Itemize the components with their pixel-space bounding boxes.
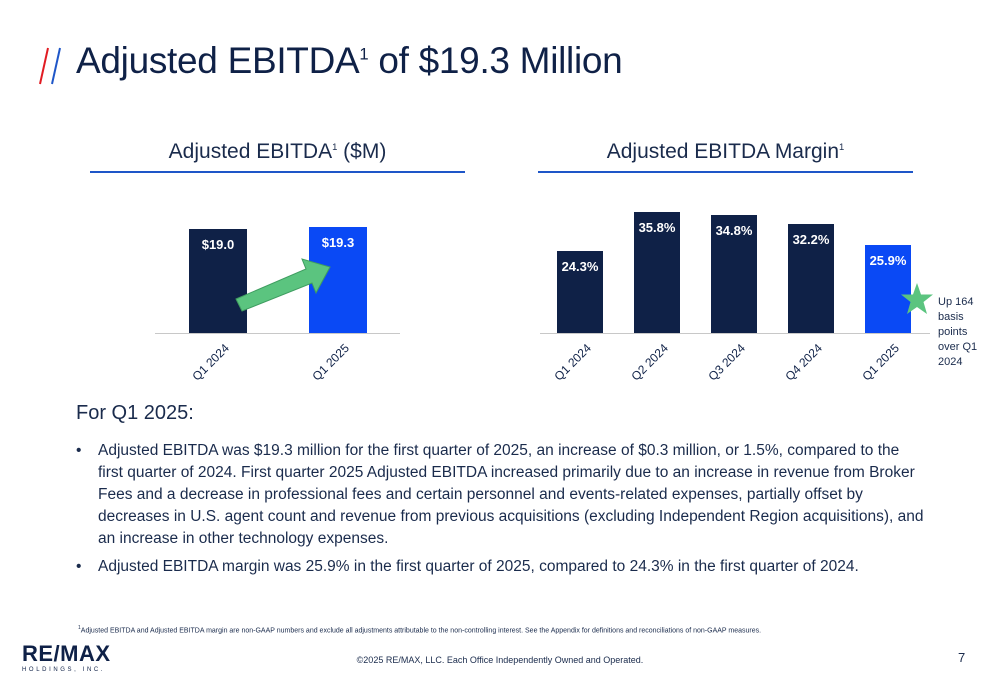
- remax-logo: RE/MAX HOLDINGS, INC.: [22, 641, 111, 674]
- bullet-item: • Adjusted EBITDA was $19.3 million for t…: [76, 442, 924, 547]
- x-tick-label: Q1 2025: [859, 341, 902, 384]
- bullet-item: • Adjusted EBITDA margin was 25.9% in the…: [76, 556, 926, 578]
- page-number: 7: [958, 650, 966, 665]
- up-arrow-icon: [235, 258, 331, 312]
- bullet-marker: •: [76, 558, 82, 575]
- chart2-title: Adjusted EBITDA Margin1: [606, 140, 845, 163]
- x-tick-label: Q1 2025: [309, 341, 352, 384]
- data-label: 34.8%: [715, 223, 753, 239]
- slash-logo-icon: [39, 47, 61, 85]
- copyright-text: ©2025 RE/MAX, LLC. Each Office Independe…: [356, 655, 644, 665]
- x-tick-label: Q4 2024: [782, 341, 825, 384]
- section-heading: For Q1 2025:: [76, 402, 194, 424]
- bullet-marker: •: [76, 442, 82, 459]
- data-label: 24.3%: [561, 258, 599, 274]
- callout-text: Up 164 basis points over Q1 2024: [938, 296, 978, 368]
- bar-q1-2024: [189, 228, 247, 333]
- x-tick-label: Q2 2024: [628, 341, 671, 384]
- data-label: 25.9%: [869, 253, 907, 269]
- data-label: $19.3: [321, 235, 355, 250]
- bar-q4-2024: [788, 224, 834, 333]
- chart1-title: Adjusted EBITDA1 ($M): [168, 140, 387, 163]
- bar-q2-2024: [634, 212, 680, 333]
- footnote: 1Adjusted EBITDA and Adjusted EBITDA mar…: [78, 625, 762, 635]
- x-tick-label: Q3 2024: [705, 341, 748, 384]
- data-label: 35.8%: [638, 220, 676, 235]
- x-tick-label: Q1 2024: [551, 341, 594, 384]
- data-label: $19.0: [201, 236, 235, 252]
- x-tick-label: Q1 2024: [189, 341, 232, 384]
- chart1-title-rule: [90, 171, 465, 173]
- bullet-list: • Adjusted EBITDA was $19.3 million for t…: [76, 440, 926, 584]
- x-axis-line: [155, 333, 400, 334]
- data-label: 32.2%: [792, 232, 830, 248]
- x-axis-line: [540, 333, 930, 334]
- bar-q1-2025: [865, 245, 911, 333]
- bar-q1-2024: [557, 250, 603, 333]
- chart2-title-rule: [538, 171, 913, 173]
- star-icon: [901, 283, 933, 314]
- page-title: Adjusted EBITDA1 of $19.3 Million: [76, 40, 623, 81]
- bar-q3-2024: [711, 215, 757, 333]
